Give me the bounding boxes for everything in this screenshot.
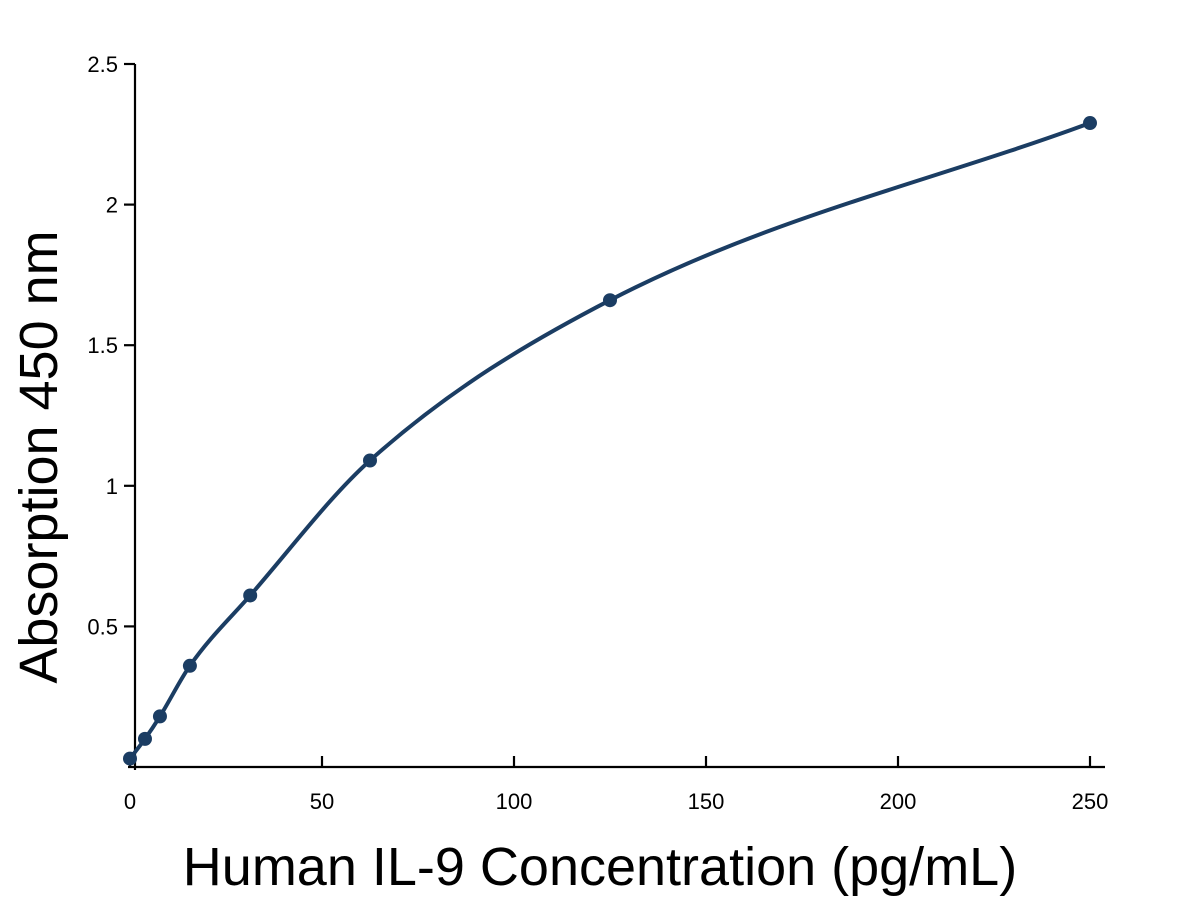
x-tick-label: 150 — [688, 789, 725, 814]
data-point — [137, 731, 152, 746]
data-points — [123, 116, 1097, 766]
data-point — [243, 588, 258, 603]
y-tick-label: 1.5 — [87, 333, 118, 358]
data-point — [152, 709, 167, 724]
y-tick-label: 1 — [106, 474, 118, 499]
x-tick-label: 200 — [880, 789, 917, 814]
standard-curve-line — [128, 121, 1092, 761]
y-axis-ticks: 0.5 1 1.5 2 2.5 — [87, 52, 135, 639]
y-tick-label: 0.5 — [87, 614, 118, 639]
x-axis-title: Human IL-9 Concentration (pg/mL) — [183, 837, 1017, 897]
data-point — [123, 751, 137, 766]
y-tick-label: 2.5 — [87, 52, 118, 77]
y-tick-label: 2 — [106, 193, 118, 218]
data-point — [1083, 116, 1097, 131]
x-tick-label: 100 — [496, 789, 533, 814]
x-tick-label: 50 — [310, 789, 334, 814]
x-tick-label: 0 — [124, 789, 136, 814]
axes — [128, 64, 1105, 770]
y-axis-title: Absorption 450 nm — [9, 230, 69, 683]
data-point — [363, 453, 377, 468]
data-point — [603, 293, 617, 308]
data-point — [182, 658, 197, 673]
x-tick-label: 250 — [1072, 789, 1109, 814]
x-axis-ticks: 0 50 100 150 200 250 — [124, 756, 1108, 814]
